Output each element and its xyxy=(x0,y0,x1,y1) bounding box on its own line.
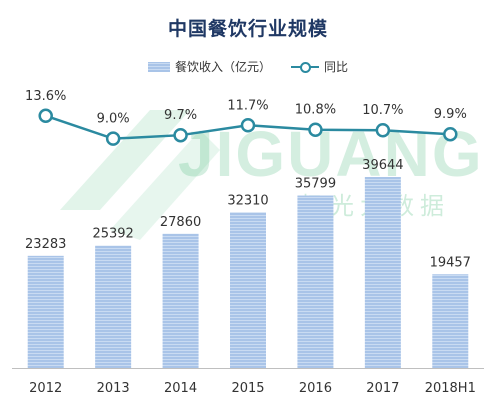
x-tick-label: 2012 xyxy=(29,381,62,396)
bar-value-label: 35799 xyxy=(295,177,336,192)
legend-swatch-bar xyxy=(147,61,170,72)
watermark-logo-icon xyxy=(110,130,220,240)
yoy-value-label: 10.7% xyxy=(362,103,403,118)
bar-value-label: 27860 xyxy=(160,215,201,230)
bar xyxy=(432,274,469,368)
legend-swatch-line xyxy=(291,61,319,73)
bar xyxy=(95,245,132,368)
yoy-value-label: 9.0% xyxy=(97,112,130,127)
bar-value-label: 25392 xyxy=(92,227,133,242)
x-tick-label: 2014 xyxy=(164,381,197,396)
yoy-point xyxy=(105,131,121,146)
yoy-point xyxy=(443,126,458,142)
x-tick-label: 2013 xyxy=(97,381,130,396)
x-axis: 2012 2013 2014 2015 2016 2017 2018H1 xyxy=(12,368,484,396)
bar xyxy=(364,177,401,368)
legend: 餐饮收入（亿元） 同比 xyxy=(0,58,496,75)
bar-value-label: 39644 xyxy=(362,158,403,173)
bar-value-label: 23283 xyxy=(25,237,66,252)
bar-series: 23283 25392 27860 32310 35799 39644 19457 xyxy=(25,158,471,368)
bar-value-label: 19457 xyxy=(430,255,471,270)
x-tick-label: 2017 xyxy=(366,381,399,396)
watermark: JIGUANG极光大数据 xyxy=(60,110,482,240)
x-tick-label: 2015 xyxy=(231,381,264,396)
x-tick-label: 2018H1 xyxy=(425,381,476,396)
bar xyxy=(27,255,64,368)
chart-title: 中国餐饮行业规模 xyxy=(167,18,328,40)
yoy-point xyxy=(375,122,391,138)
x-tick-label: 2016 xyxy=(299,381,332,396)
yoy-point xyxy=(38,108,53,124)
yoy-value-label: 9.9% xyxy=(434,107,467,122)
bar xyxy=(230,212,266,368)
bar-value-label: 32310 xyxy=(227,193,268,208)
yoy-point xyxy=(173,127,188,143)
line-series: 13.6% 9.0% 9.7% 11.7% 10.8% 10.7% 9.9% xyxy=(25,89,467,146)
legend-item-revenue: 餐饮收入（亿元） xyxy=(147,58,271,75)
legend-label-revenue: 餐饮收入（亿元） xyxy=(174,60,271,74)
yoy-point xyxy=(240,118,256,133)
watermark-logo-icon xyxy=(60,110,190,210)
legend-item-yoy: 同比 xyxy=(291,58,348,75)
yoy-value-label: 10.8% xyxy=(295,103,336,118)
bar xyxy=(297,195,334,368)
legend-label-yoy: 同比 xyxy=(324,60,349,74)
yoy-value-label: 9.7% xyxy=(164,108,197,123)
yoy-point xyxy=(308,122,323,137)
bar xyxy=(162,233,199,368)
yoy-value-label: 11.7% xyxy=(227,98,268,113)
yoy-value-label: 13.6% xyxy=(25,89,66,104)
